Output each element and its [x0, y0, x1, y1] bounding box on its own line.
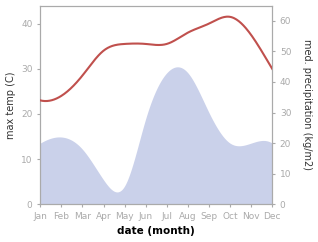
Y-axis label: max temp (C): max temp (C) — [5, 71, 16, 139]
X-axis label: date (month): date (month) — [117, 227, 195, 236]
Y-axis label: med. precipitation (kg/m2): med. precipitation (kg/m2) — [302, 39, 313, 170]
